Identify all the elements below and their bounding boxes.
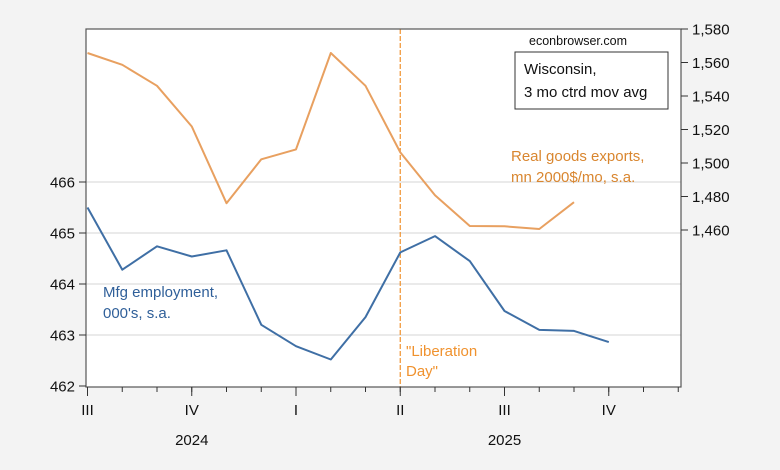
x-year-label: 2024 (175, 432, 208, 449)
chart-title-line-1: Wisconsin, (524, 61, 597, 78)
liberation-day-label-line-2: Day" (406, 363, 438, 380)
x-quarter-label: II (396, 402, 404, 419)
x-quarter-label: III (81, 402, 94, 419)
x-quarter-label: III (498, 402, 511, 419)
plot-frame (85, 28, 682, 388)
series-line-mfg-employment (86, 207, 610, 361)
series-label-exports-line-1: Real goods exports, (511, 148, 644, 165)
left-axis: 462 463 464 465 466 (50, 175, 86, 396)
right-axis: 1,460 1,480 1,500 1,520 1,540 1,560 1,580 (681, 22, 730, 240)
series-label-exports-line-2: mn 2000$/mo, s.a. (511, 169, 635, 186)
left-tick-label: 463 (50, 328, 75, 345)
right-tick-label: 1,460 (692, 223, 730, 240)
right-tick-label: 1,560 (692, 55, 730, 72)
right-tick-label: 1,500 (692, 156, 730, 173)
chart-title-line-2: 3 mo ctrd mov avg (524, 84, 647, 101)
x-quarter-label: IV (602, 402, 616, 419)
x-year-label: 2025 (488, 432, 521, 449)
left-tick-label: 466 (50, 175, 75, 192)
left-tick-label: 462 (50, 379, 75, 396)
left-tick-label: 464 (50, 277, 75, 294)
series-lines (86, 52, 610, 361)
left-tick-label: 465 (50, 226, 75, 243)
series-label-employment-line-1: Mfg employment, (103, 284, 218, 301)
x-quarter-label: I (294, 402, 298, 419)
right-tick-label: 1,480 (692, 189, 730, 206)
title-box (514, 51, 669, 110)
source-label: econbrowser.com (529, 34, 627, 48)
liberation-day-label-line-1: "Liberation (406, 343, 477, 360)
right-tick-label: 1,520 (692, 122, 730, 139)
x-quarter-label: IV (185, 402, 199, 419)
right-tick-label: 1,540 (692, 89, 730, 106)
series-label-employment-line-2: 000's, s.a. (103, 305, 171, 322)
right-tick-label: 1,580 (692, 22, 730, 39)
